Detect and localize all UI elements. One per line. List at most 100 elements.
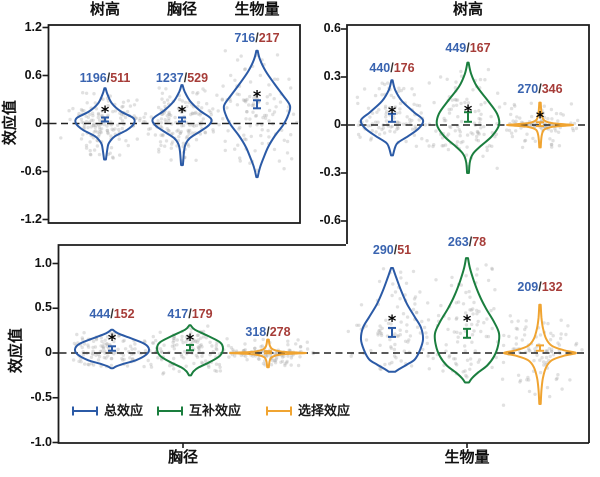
n-count-blue: 290 bbox=[372, 243, 394, 257]
column-title: 树高 bbox=[89, 1, 120, 18]
scatter-dots bbox=[215, 49, 299, 172]
significance-star: * bbox=[463, 311, 472, 330]
mean-error-bar bbox=[108, 345, 116, 352]
n-count-red: 176 bbox=[393, 61, 415, 75]
significance-star: * bbox=[388, 311, 397, 330]
panel-border bbox=[57, 244, 589, 444]
n-count-label: 263/78 bbox=[407, 235, 527, 249]
panel-top-right: * * * bbox=[341, 24, 590, 443]
n-count-blue: 318 bbox=[245, 325, 267, 339]
mean-error-bar bbox=[178, 116, 186, 123]
n-count-blue: 1196 bbox=[79, 71, 107, 85]
panel-title: 树高 bbox=[452, 1, 483, 18]
n-count-label: 716/217 bbox=[197, 31, 317, 45]
n-count-red: 132 bbox=[541, 280, 563, 294]
significance-star: * bbox=[464, 101, 473, 120]
panel-border bbox=[346, 24, 590, 443]
n-count-separator: / bbox=[188, 307, 192, 321]
y-tick-label: -1.2 bbox=[20, 211, 42, 226]
mean-error-bar bbox=[186, 343, 194, 352]
n-count-blue: 444 bbox=[89, 307, 111, 321]
n-count-separator: / bbox=[393, 243, 398, 257]
violin-选择效应-胸径 bbox=[229, 338, 307, 369]
n-count-red: 217 bbox=[258, 31, 280, 45]
n-count-blue: 440 bbox=[369, 61, 391, 75]
violin-总效应-生物量 bbox=[222, 49, 292, 179]
y-axis-label: 效应值 bbox=[1, 100, 19, 146]
y-tick-label: 0.6 bbox=[323, 21, 341, 35]
n-count-label: 1196/511 bbox=[45, 71, 165, 85]
n-count-blue: 270 bbox=[517, 82, 539, 96]
n-count-blue: 1237 bbox=[155, 71, 184, 85]
column-title: 生物量 bbox=[234, 1, 280, 18]
legend-label: 互补效应 bbox=[189, 403, 242, 418]
n-count-label: 449/167 bbox=[408, 41, 528, 55]
n-count-blue: 263 bbox=[447, 235, 469, 249]
n-count-label: 417/179 bbox=[130, 307, 250, 321]
panel-top-left: * * * bbox=[42, 24, 301, 224]
y-tick-label: -1.0 bbox=[30, 434, 52, 449]
scatter-dots bbox=[346, 267, 431, 372]
violin-总效应-树高 bbox=[74, 87, 136, 161]
n-count-label: 1237/529 bbox=[122, 71, 242, 85]
legend-label: 总效应 bbox=[104, 403, 144, 418]
y-axis-label: 效应值 bbox=[7, 328, 25, 374]
significance-star: * bbox=[108, 330, 117, 349]
n-count-red: 346 bbox=[541, 82, 563, 96]
n-count-separator: / bbox=[255, 31, 259, 45]
n-count-red: 179 bbox=[191, 307, 213, 321]
significance-star: * bbox=[388, 103, 397, 122]
significance-star: * bbox=[253, 87, 262, 106]
n-count-separator: / bbox=[110, 307, 114, 321]
violin-总效应-生物量 bbox=[359, 267, 425, 373]
n-count-blue: 449 bbox=[445, 41, 467, 55]
mean-error-bar bbox=[253, 99, 261, 110]
y-tick-label: -0.6 bbox=[319, 213, 341, 227]
scatter-dots bbox=[424, 263, 511, 379]
violin-总效应-树高 bbox=[359, 79, 425, 157]
y-tick-label: 1.0 bbox=[34, 255, 52, 270]
legend-marker-orange bbox=[266, 406, 292, 416]
violin-总效应-胸径 bbox=[151, 84, 213, 167]
violin-互补效应-树高 bbox=[435, 61, 501, 174]
y-tick-label: 0 bbox=[35, 115, 42, 130]
y-tick-label: 1.2 bbox=[24, 19, 42, 34]
y-tick-label: 0 bbox=[45, 345, 52, 359]
scatter-dots bbox=[427, 67, 515, 170]
n-count-blue: 417 bbox=[167, 307, 189, 321]
legend-marker-green bbox=[157, 406, 183, 416]
mean-error-bar bbox=[463, 327, 471, 339]
significance-star: * bbox=[536, 107, 545, 126]
x-group-label: 生物量 bbox=[444, 449, 490, 466]
violin-总效应-胸径 bbox=[73, 328, 151, 370]
n-count-label: 444/152 bbox=[52, 307, 172, 321]
n-count-label: 209/132 bbox=[480, 280, 600, 294]
n-count-separator: / bbox=[538, 82, 542, 96]
panel-bottom: * * * * bbox=[52, 244, 589, 448]
column-title: 胸径 bbox=[166, 1, 197, 18]
legend-label: 选择效应 bbox=[298, 403, 351, 418]
n-count-blue: 209 bbox=[517, 280, 539, 294]
n-count-label: 290/51 bbox=[332, 243, 452, 257]
n-count-separator: / bbox=[183, 71, 188, 85]
n-count-blue: 716 bbox=[234, 31, 256, 45]
n-count-red: 78 bbox=[472, 235, 487, 249]
y-tick-label: -0.5 bbox=[30, 389, 52, 404]
mean-error-bar bbox=[101, 116, 109, 123]
mean-error-bar bbox=[536, 121, 544, 128]
n-count-red: 152 bbox=[113, 307, 135, 321]
n-count-separator: / bbox=[266, 325, 270, 339]
y-tick-label: 0.6 bbox=[24, 67, 42, 82]
significance-star: * bbox=[178, 102, 187, 121]
y-tick-label: -0.6 bbox=[20, 163, 42, 178]
mean-error-bar bbox=[264, 350, 272, 355]
significance-star: * bbox=[186, 330, 195, 349]
mean-error-bar bbox=[388, 326, 396, 338]
violin-互补效应-生物量 bbox=[433, 257, 501, 384]
violin-互补效应-胸径 bbox=[156, 324, 224, 377]
violin-选择效应-生物量 bbox=[503, 303, 577, 405]
y-tick-label: -0.3 bbox=[319, 165, 341, 179]
n-count-label: 440/176 bbox=[332, 61, 452, 75]
n-count-red: 529 bbox=[187, 71, 209, 85]
